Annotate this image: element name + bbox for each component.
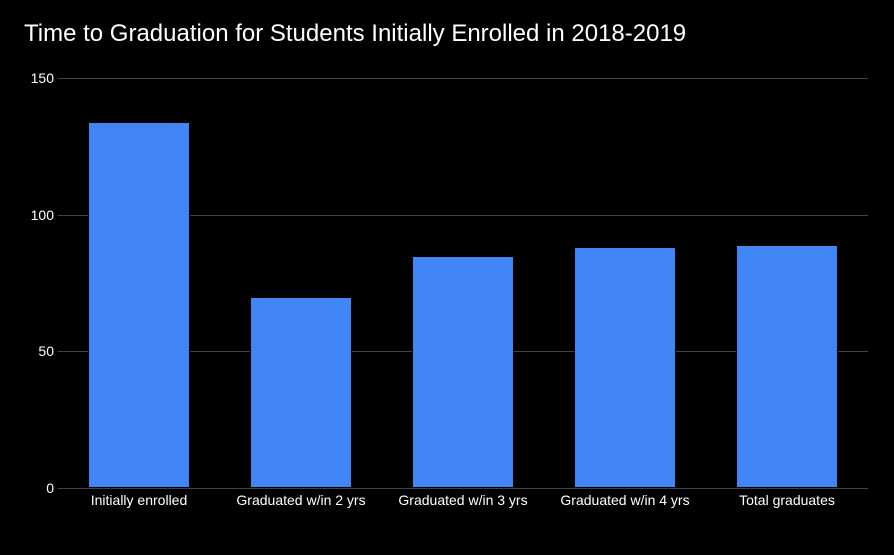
bar-graduated-4yrs	[574, 247, 676, 488]
bar-graduated-3yrs	[412, 256, 514, 488]
bar-slot-1	[220, 78, 382, 488]
y-tick-150: 150	[4, 70, 54, 86]
x-label-1: Graduated w/in 2 yrs	[220, 492, 382, 510]
bars-container	[58, 78, 868, 488]
bar-slot-0	[58, 78, 220, 488]
x-label-0: Initially enrolled	[58, 492, 220, 510]
bar-slot-2	[382, 78, 544, 488]
y-tick-100: 100	[4, 207, 54, 223]
bar-initially-enrolled	[88, 122, 190, 488]
bar-graduated-2yrs	[250, 297, 352, 488]
graduation-chart: Time to Graduation for Students Initiall…	[0, 0, 894, 555]
bar-slot-3	[544, 78, 706, 488]
x-axis-labels: Initially enrolled Graduated w/in 2 yrs …	[58, 492, 868, 510]
x-label-2: Graduated w/in 3 yrs	[382, 492, 544, 510]
x-label-4: Total graduates	[706, 492, 868, 510]
bar-slot-4	[706, 78, 868, 488]
bar-total-graduates	[736, 245, 838, 488]
chart-title: Time to Graduation for Students Initiall…	[24, 20, 686, 48]
y-tick-0: 0	[4, 480, 54, 496]
x-label-3: Graduated w/in 4 yrs	[544, 492, 706, 510]
plot-area	[58, 78, 868, 488]
gridline-0	[58, 488, 868, 489]
y-tick-50: 50	[4, 343, 54, 359]
